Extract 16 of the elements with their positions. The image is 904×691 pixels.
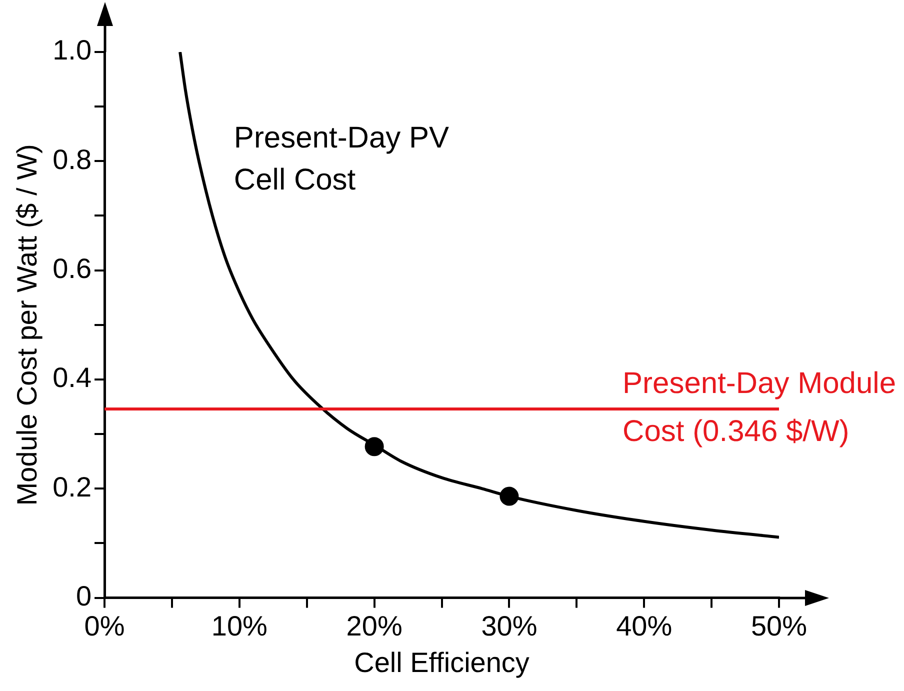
x-tick-label: 50%: [750, 610, 808, 642]
x-axis-title: Cell Efficiency: [354, 646, 530, 678]
y-tick-label: 0.6: [52, 253, 92, 284]
x-tick-label: 20%: [346, 610, 402, 642]
series-label: Present-Day PV Cell Cost: [234, 122, 450, 197]
ref-line-label: Present-Day Module Cost (0.346 $/W): [622, 367, 896, 448]
x-tick-label: 0%: [84, 610, 125, 642]
x-tick-label: 40%: [616, 610, 672, 642]
x-tick-label: 30%: [481, 610, 538, 642]
y-axis-title: Module Cost per Watt ($ / W): [12, 144, 43, 506]
y-tick-label: 0: [76, 580, 92, 612]
x-tick-label: 10%: [211, 610, 268, 642]
y-tick-label: 0.2: [52, 471, 92, 502]
y-tick-label: 1.0: [52, 34, 92, 66]
y-tick-label: 0.8: [52, 144, 92, 175]
y-tick-label: 0.4: [52, 362, 92, 394]
